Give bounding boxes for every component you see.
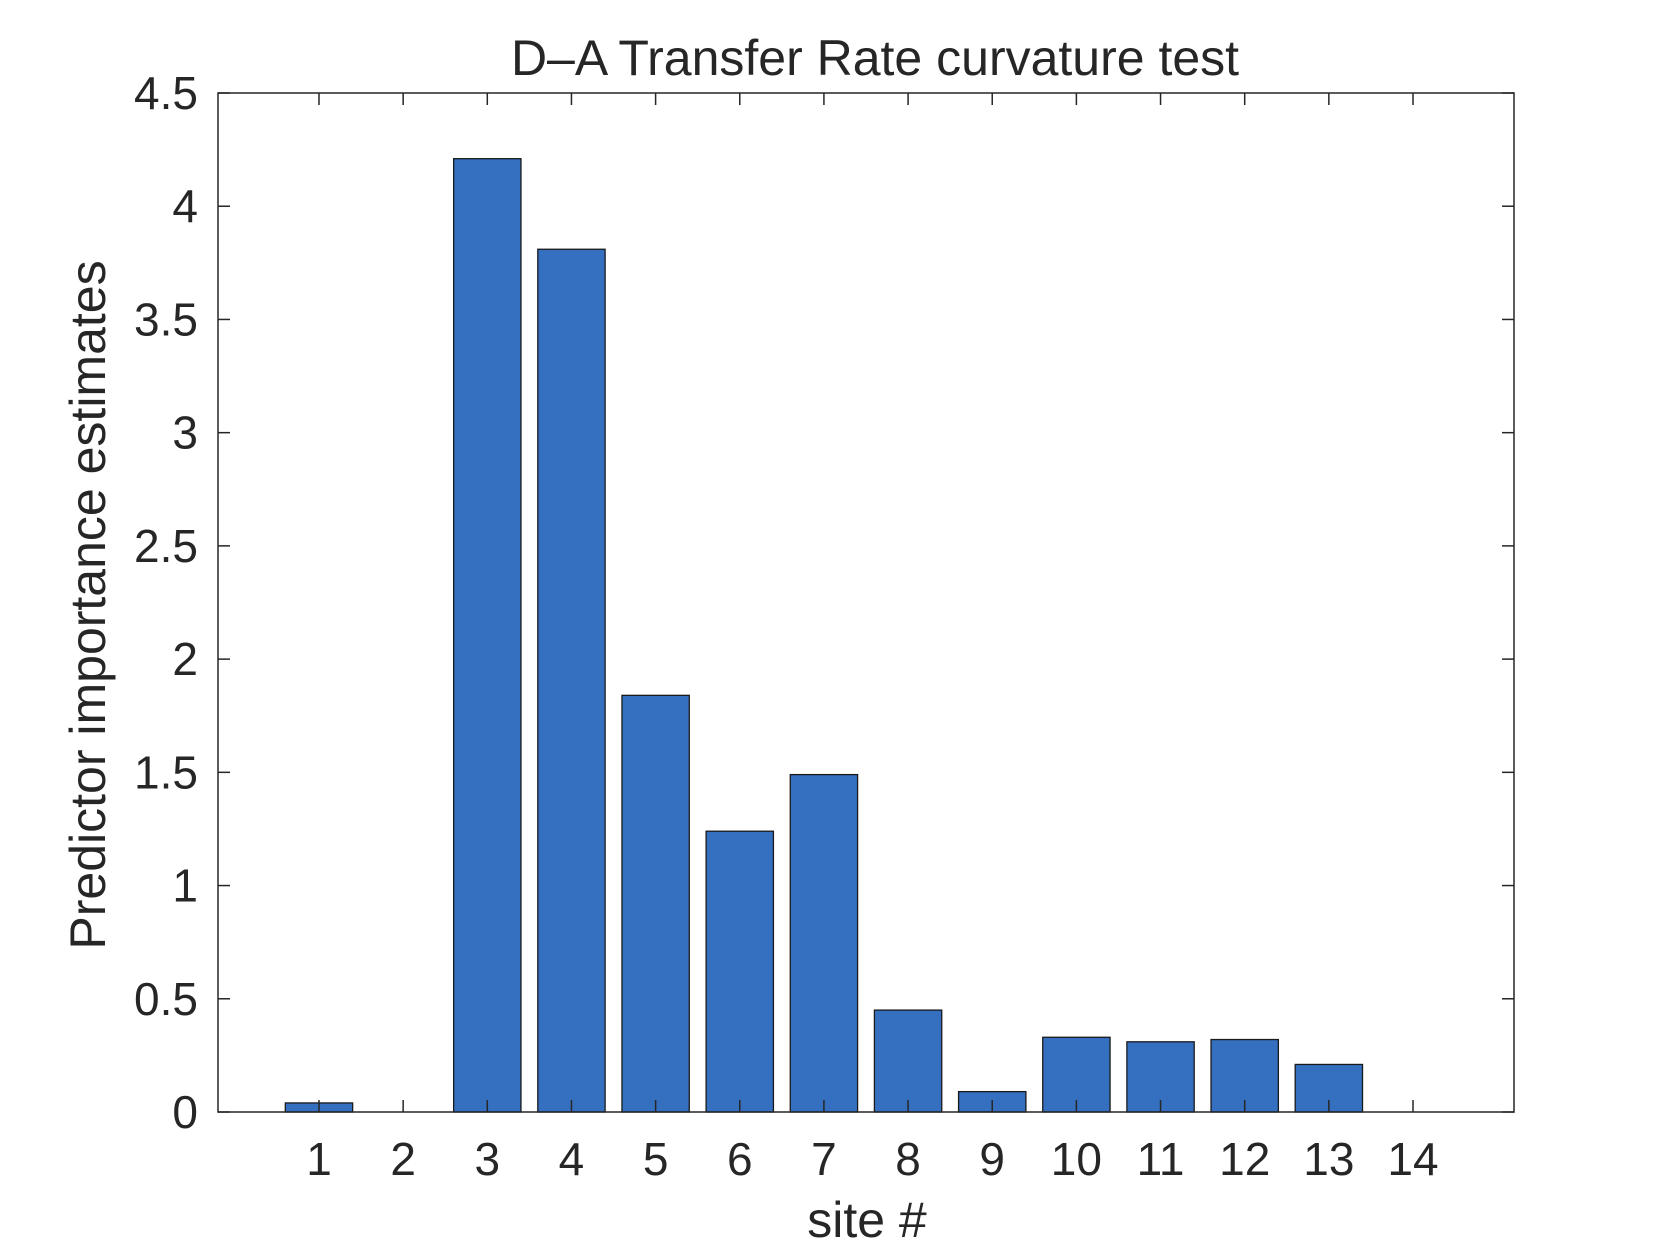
x-tick-label: 7	[811, 1133, 837, 1185]
x-tick-label: 1	[306, 1133, 332, 1185]
y-tick-label: 4	[172, 180, 198, 232]
x-tick-label: 10	[1051, 1133, 1102, 1185]
bar-site-10	[1042, 1036, 1111, 1113]
y-tick-label: 3	[172, 407, 198, 459]
x-tick-label: 11	[1137, 1133, 1185, 1185]
y-tick-label: 2	[172, 633, 198, 685]
x-tick-label: 9	[979, 1133, 1005, 1185]
x-tick-label: 5	[643, 1133, 669, 1185]
bar-site-4	[537, 248, 606, 1113]
bar-site-7	[789, 773, 859, 1113]
axis-ticks	[218, 92, 1514, 1113]
bar-site-3	[452, 158, 522, 1113]
x-tick-label: 3	[475, 1133, 501, 1185]
plot-area-frame	[217, 92, 1515, 1113]
x-tick-label: 4	[559, 1133, 585, 1185]
bar-site-8	[873, 1009, 943, 1113]
chart-title: D–A Transfer Rate curvature test	[511, 30, 1239, 86]
x-tick-labels: 1 2 3 4 5 6 7 8 9 10 11 12 13 14	[306, 1133, 1438, 1185]
x-tick-label: 12	[1219, 1133, 1270, 1185]
bar-series	[284, 158, 1364, 1113]
x-tick-label: 8	[895, 1133, 921, 1185]
y-axis-label: Predictor importance estimates	[60, 260, 116, 949]
y-tick-label: 0	[172, 1086, 198, 1138]
x-tick-label: 13	[1303, 1133, 1354, 1185]
y-tick-label: 1.5	[134, 746, 198, 798]
y-tick-label: 4.5	[134, 67, 198, 119]
x-tick-label: 6	[727, 1133, 753, 1185]
bar-site-6	[705, 830, 775, 1113]
x-tick-label: 2	[390, 1133, 416, 1185]
y-tick-label: 3.5	[134, 293, 198, 345]
x-axis-label: site #	[807, 1192, 927, 1245]
y-tick-label: 2.5	[134, 520, 198, 572]
y-tick-labels: 0 0.5 1 1.5 2 2.5 3 3.5 4 4.5	[134, 67, 198, 1138]
y-tick-label: 1	[172, 860, 198, 912]
x-tick-label: 14	[1387, 1133, 1438, 1185]
y-tick-label: 0.5	[134, 973, 198, 1025]
bar-site-5	[621, 694, 690, 1113]
